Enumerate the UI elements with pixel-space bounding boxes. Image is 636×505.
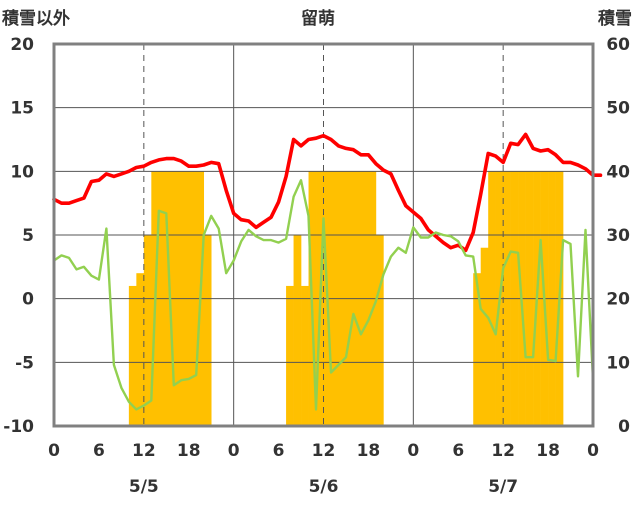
snow-bar [375,235,384,426]
x-tick-label: 0 [48,441,60,461]
x-tick-label: 18 [357,441,381,461]
right-y-tick-label: 40 [606,162,630,182]
right-y-tick-label: 0 [618,417,630,437]
x-tick-label: 6 [93,441,105,461]
x-tick-label: 18 [536,441,560,461]
day-label: 5/5 [129,477,159,497]
x-tick-label: 18 [177,441,201,461]
right-y-tick-label: 60 [606,35,630,55]
plot-frame [52,42,595,428]
snow-bar [136,273,145,426]
left-y-tick-label: -10 [3,417,34,437]
right-y-tick-label: 20 [606,290,630,310]
x-tick-label: 12 [491,441,515,461]
snow-bar [128,285,137,426]
snow-bar [473,273,482,426]
snow-bar [143,235,152,426]
right-axis-title: 積雪 [598,8,632,29]
left-y-tick-label: 20 [10,35,34,55]
chart-title: 留萌 [301,8,335,29]
right-y-tick-label: 50 [606,99,630,119]
left-axis-title: 積雪以外 [2,8,70,29]
day-label: 5/7 [488,477,518,497]
snow-bar [293,235,302,426]
snow-bar [203,235,212,426]
x-tick-label: 6 [273,441,285,461]
snow-bar [301,285,309,426]
snow-bar [480,247,489,426]
day-label: 5/6 [309,477,339,497]
left-y-tick-label: 0 [22,290,34,310]
left-y-tick-label: 10 [10,162,34,182]
x-tick-label: 0 [587,441,599,461]
x-tick-label: 0 [228,441,240,461]
left-y-tick-label: -5 [15,353,34,373]
x-tick-label: 12 [132,441,156,461]
right-y-tick-label: 10 [606,353,630,373]
left-y-tick-label: 15 [10,99,34,119]
gridlines [54,44,593,426]
x-tick-label: 6 [452,441,464,461]
snow-bar [286,285,294,426]
x-tick-label: 12 [312,441,336,461]
right-y-tick-label: 30 [606,226,630,246]
green-series-line [52,178,595,411]
x-tick-label: 0 [407,441,419,461]
left-y-tick-label: 5 [22,226,34,246]
red-series-line [52,132,603,253]
